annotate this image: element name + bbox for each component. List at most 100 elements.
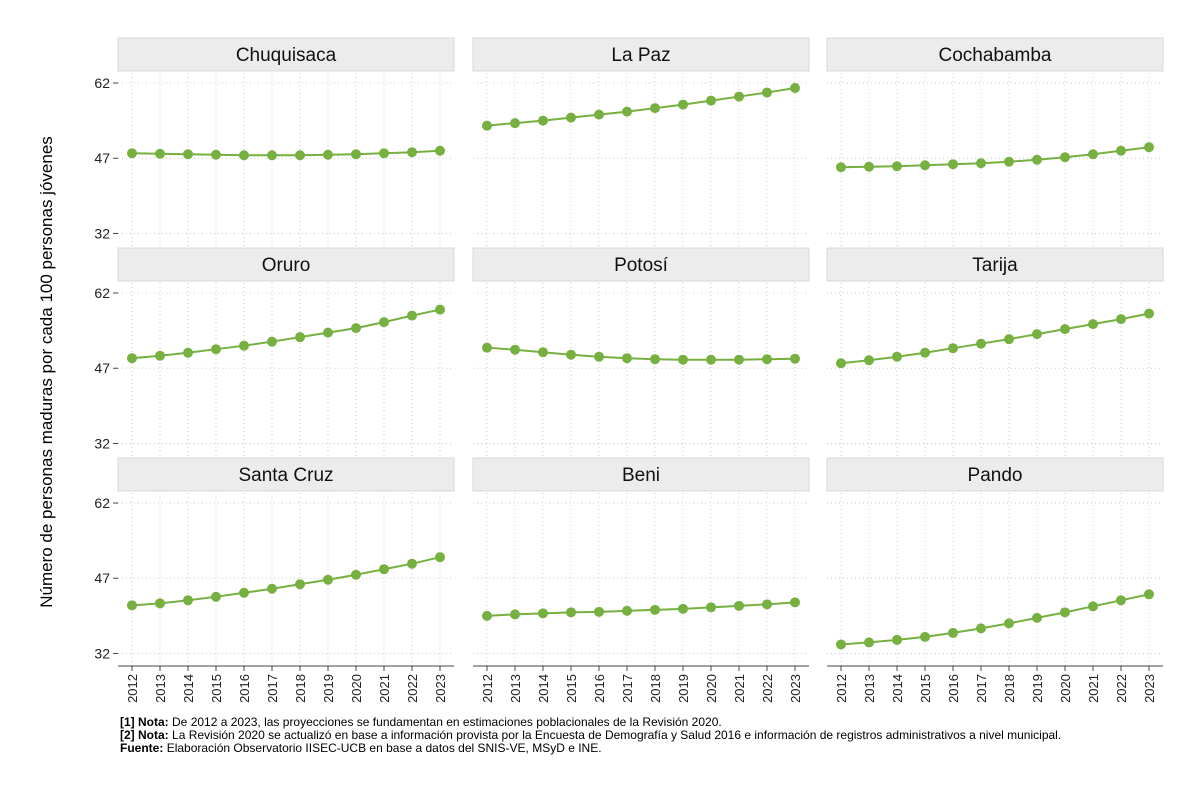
x-tick-label: 2019 xyxy=(676,674,691,703)
x-tick-label: 2019 xyxy=(321,674,336,703)
data-point xyxy=(351,149,361,160)
data-point xyxy=(706,95,716,106)
x-tick-label: 2021 xyxy=(377,674,392,703)
data-point xyxy=(566,112,576,123)
x-tick-label: 2016 xyxy=(946,674,961,703)
series-line-santa-cruz xyxy=(131,556,441,607)
x-tick-label: 2017 xyxy=(620,674,635,703)
x-tick-label: 2015 xyxy=(209,674,224,703)
data-point xyxy=(678,603,688,614)
data-point xyxy=(379,564,389,575)
data-point xyxy=(267,150,277,161)
panel-title: Santa Cruz xyxy=(238,465,333,486)
panel-header xyxy=(826,457,1164,492)
data-point xyxy=(892,351,902,362)
data-point xyxy=(295,150,305,161)
data-point xyxy=(435,304,445,315)
data-point xyxy=(594,351,604,362)
x-tick-label: 2021 xyxy=(1086,674,1101,703)
panel-header xyxy=(117,37,455,72)
data-point xyxy=(1116,314,1126,325)
panel-cochabamba: Cochabamba xyxy=(826,37,1164,246)
x-tick-label: 2012 xyxy=(834,674,849,703)
data-point xyxy=(1116,595,1126,606)
panel-title: Tarija xyxy=(972,255,1018,276)
data-point xyxy=(734,91,744,102)
data-point xyxy=(1032,154,1042,165)
note-1: [1] Nota: De 2012 a 2023, las proyeccion… xyxy=(120,716,1061,729)
data-point xyxy=(892,161,902,172)
data-point xyxy=(379,148,389,159)
y-tick-label: 62 xyxy=(94,285,110,301)
data-point xyxy=(1004,156,1014,167)
data-point xyxy=(538,347,548,358)
panel-title: Beni xyxy=(622,465,660,486)
data-point xyxy=(482,120,492,131)
x-tick-label: 2022 xyxy=(1114,674,1129,703)
data-point xyxy=(1144,308,1154,319)
panel-potos-: Potosí xyxy=(472,247,810,456)
note-2-text: La Revisión 2020 se actualizó en base a … xyxy=(172,728,1062,742)
panel-header xyxy=(472,457,810,492)
data-point xyxy=(594,606,604,617)
data-point xyxy=(1060,607,1070,618)
y-tick-label: 32 xyxy=(94,645,110,661)
data-point xyxy=(1144,142,1154,153)
data-point xyxy=(155,350,165,361)
data-point xyxy=(920,160,930,171)
data-point xyxy=(482,610,492,621)
data-point xyxy=(762,354,772,365)
x-tick-label: 2012 xyxy=(480,674,495,703)
x-tick-label: 2017 xyxy=(265,674,280,703)
data-point xyxy=(379,317,389,328)
data-point xyxy=(239,587,249,598)
x-tick-label: 2020 xyxy=(704,674,719,703)
data-point xyxy=(762,599,772,610)
panel-title: La Paz xyxy=(611,45,670,66)
source-label: Fuente: xyxy=(120,741,164,755)
x-tick-label: 2013 xyxy=(862,674,877,703)
panel-beni: Beni 2012 2013 2014 2015 2016 2017 2018 2019 2020… xyxy=(472,457,810,703)
source-text: Elaboración Observatorio IISEC-UCB en ba… xyxy=(166,741,602,755)
data-point xyxy=(435,552,445,563)
data-point xyxy=(948,343,958,354)
data-point xyxy=(323,327,333,338)
data-point xyxy=(183,595,193,606)
data-point xyxy=(127,148,137,159)
data-point xyxy=(762,87,772,98)
footnotes: [1] Nota: De 2012 a 2023, las proyeccion… xyxy=(120,716,1061,755)
data-point xyxy=(622,106,632,117)
panel-header xyxy=(117,457,455,492)
data-point xyxy=(155,598,165,609)
x-tick-label: 2016 xyxy=(237,674,252,703)
panel-oruro: Oruro 32 47 62 xyxy=(94,247,455,456)
x-tick-label: 2018 xyxy=(648,674,663,703)
data-point xyxy=(435,145,445,156)
source-note: Fuente: Elaboración Observatorio IISEC-U… xyxy=(120,742,1061,755)
y-tick-label: 62 xyxy=(94,495,110,511)
x-tick-label: 2023 xyxy=(788,674,803,703)
data-point xyxy=(1088,601,1098,612)
y-tick-label: 47 xyxy=(94,360,110,376)
data-point xyxy=(267,336,277,347)
data-point xyxy=(836,639,846,650)
data-point xyxy=(510,118,520,129)
data-point xyxy=(127,600,137,611)
data-point xyxy=(920,631,930,642)
data-point xyxy=(510,344,520,355)
note-1-text: De 2012 a 2023, las proyecciones se fund… xyxy=(172,715,722,729)
x-tick-label: 2018 xyxy=(1002,674,1017,703)
data-point xyxy=(510,609,520,620)
series-line-la-paz xyxy=(486,87,796,127)
x-tick-label: 2015 xyxy=(918,674,933,703)
data-point xyxy=(1004,618,1014,629)
x-tick-label: 2015 xyxy=(564,674,579,703)
data-point xyxy=(211,344,221,355)
data-point xyxy=(566,607,576,618)
panel-pando: Pando 2012 2013 2014 2015 2016 2017 2018 2019 202… xyxy=(826,457,1164,703)
x-tick-label: 2022 xyxy=(760,674,775,703)
series-line-beni xyxy=(486,601,796,617)
data-point xyxy=(155,148,165,159)
data-point xyxy=(948,627,958,638)
panel-santa-cruz: Santa Cruz 32 47 62 2012 2013 2014 2015 2016 2017… xyxy=(94,457,455,703)
